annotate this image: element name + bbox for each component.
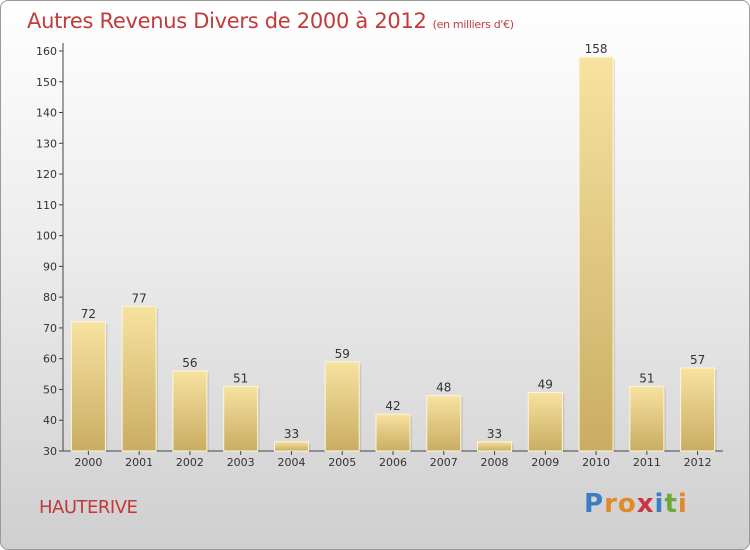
data-label: 33 xyxy=(284,427,299,441)
x-tick-label: 2007 xyxy=(430,456,458,469)
x-tick-label: 2009 xyxy=(531,456,559,469)
logo-letter: r xyxy=(604,489,618,519)
data-label: 51 xyxy=(233,371,248,385)
data-label: 49 xyxy=(538,378,553,392)
y-tick-label: 90 xyxy=(43,260,57,273)
y-tick-label: 60 xyxy=(43,353,57,366)
bar xyxy=(172,370,208,452)
x-tick-label: 2011 xyxy=(633,456,661,469)
bar xyxy=(70,321,106,452)
bar xyxy=(680,367,716,452)
bar xyxy=(273,441,309,452)
y-tick-label: 30 xyxy=(43,445,57,458)
data-label: 42 xyxy=(385,399,400,413)
x-tick-label: 2005 xyxy=(328,456,356,469)
y-tick-label: 160 xyxy=(36,45,57,58)
chart-subtitle: (en milliers d'€) xyxy=(432,18,514,31)
x-tick-label: 2008 xyxy=(481,456,509,469)
y-tick-label: 110 xyxy=(36,199,57,212)
data-label: 158 xyxy=(585,42,608,56)
chart-title-text: Autres Revenus Divers de 2000 à 2012 xyxy=(27,9,427,33)
logo-letter: x xyxy=(636,489,655,519)
bar xyxy=(121,305,157,452)
bar xyxy=(477,441,513,452)
data-label: 57 xyxy=(690,353,705,367)
logo-letter: t xyxy=(664,489,678,519)
y-tick-label: 100 xyxy=(36,230,57,243)
logo-letter: i xyxy=(677,489,688,519)
logo-letter: o xyxy=(617,489,637,519)
data-label: 51 xyxy=(639,371,654,385)
data-label: 33 xyxy=(487,427,502,441)
x-tick-label: 2001 xyxy=(125,456,153,469)
y-tick-label: 40 xyxy=(43,414,57,427)
bar xyxy=(375,413,411,452)
x-tick-label: 2012 xyxy=(684,456,712,469)
data-label: 56 xyxy=(182,356,197,370)
bar xyxy=(578,56,614,452)
logo-letter: P xyxy=(584,489,605,519)
y-tick-label: 130 xyxy=(36,137,57,150)
x-tick-label: 2000 xyxy=(74,456,102,469)
bar xyxy=(629,385,665,452)
location-label: HAUTERIVE xyxy=(39,497,138,518)
y-tick-label: 80 xyxy=(43,291,57,304)
y-tick-label: 120 xyxy=(36,168,57,181)
x-tick-label: 2002 xyxy=(176,456,204,469)
chart-title: Autres Revenus Divers de 2000 à 2012 (en … xyxy=(27,9,514,33)
logo-letter: i xyxy=(654,489,665,519)
bar xyxy=(223,385,259,452)
bar xyxy=(527,392,563,452)
y-tick-label: 70 xyxy=(43,322,57,335)
bar xyxy=(426,395,462,452)
y-tick-label: 50 xyxy=(43,383,57,396)
x-tick-label: 2006 xyxy=(379,456,407,469)
data-label: 59 xyxy=(335,347,350,361)
y-tick-label: 150 xyxy=(36,76,57,89)
x-tick-label: 2003 xyxy=(227,456,255,469)
bar xyxy=(324,361,360,452)
data-label: 48 xyxy=(436,381,451,395)
x-tick-label: 2004 xyxy=(277,456,305,469)
data-label: 72 xyxy=(81,307,96,321)
y-tick-label: 140 xyxy=(36,107,57,120)
x-tick-label: 2010 xyxy=(582,456,610,469)
proxiti-logo: Proxiti xyxy=(584,489,688,519)
data-label: 77 xyxy=(132,291,147,305)
